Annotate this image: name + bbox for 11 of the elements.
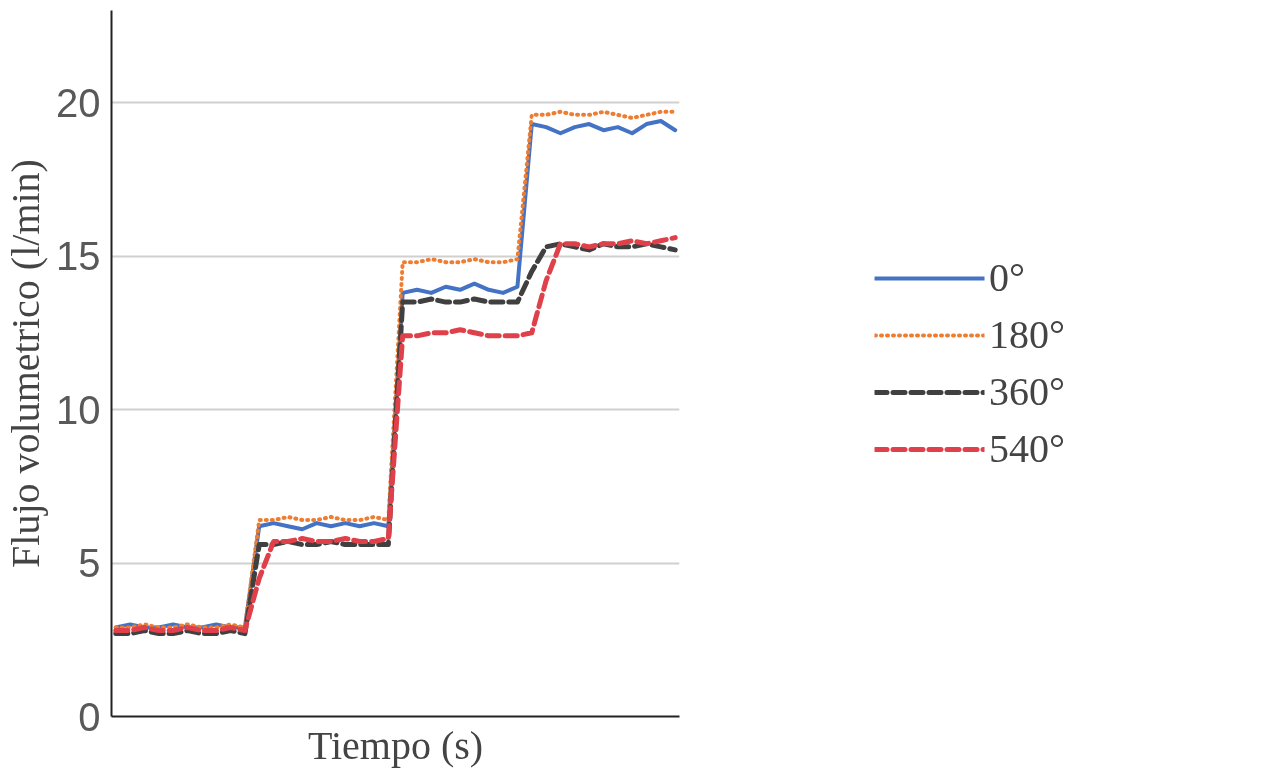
- legend-label: 540°: [989, 425, 1065, 472]
- y-tick-label: 10: [56, 387, 101, 432]
- legend-label: 360°: [989, 368, 1065, 415]
- y-tick-label: 15: [56, 234, 101, 279]
- legend-label: 180°: [989, 311, 1065, 358]
- legend-label: 0°: [989, 254, 1025, 301]
- y-tick-label: 5: [78, 541, 101, 586]
- y-axis-title: Flujo volumetrico (l/min): [3, 159, 49, 568]
- y-tick-label: 20: [56, 80, 101, 125]
- x-axis-title: Tiempo (s): [307, 722, 484, 768]
- y-tick-label: 0: [78, 694, 101, 739]
